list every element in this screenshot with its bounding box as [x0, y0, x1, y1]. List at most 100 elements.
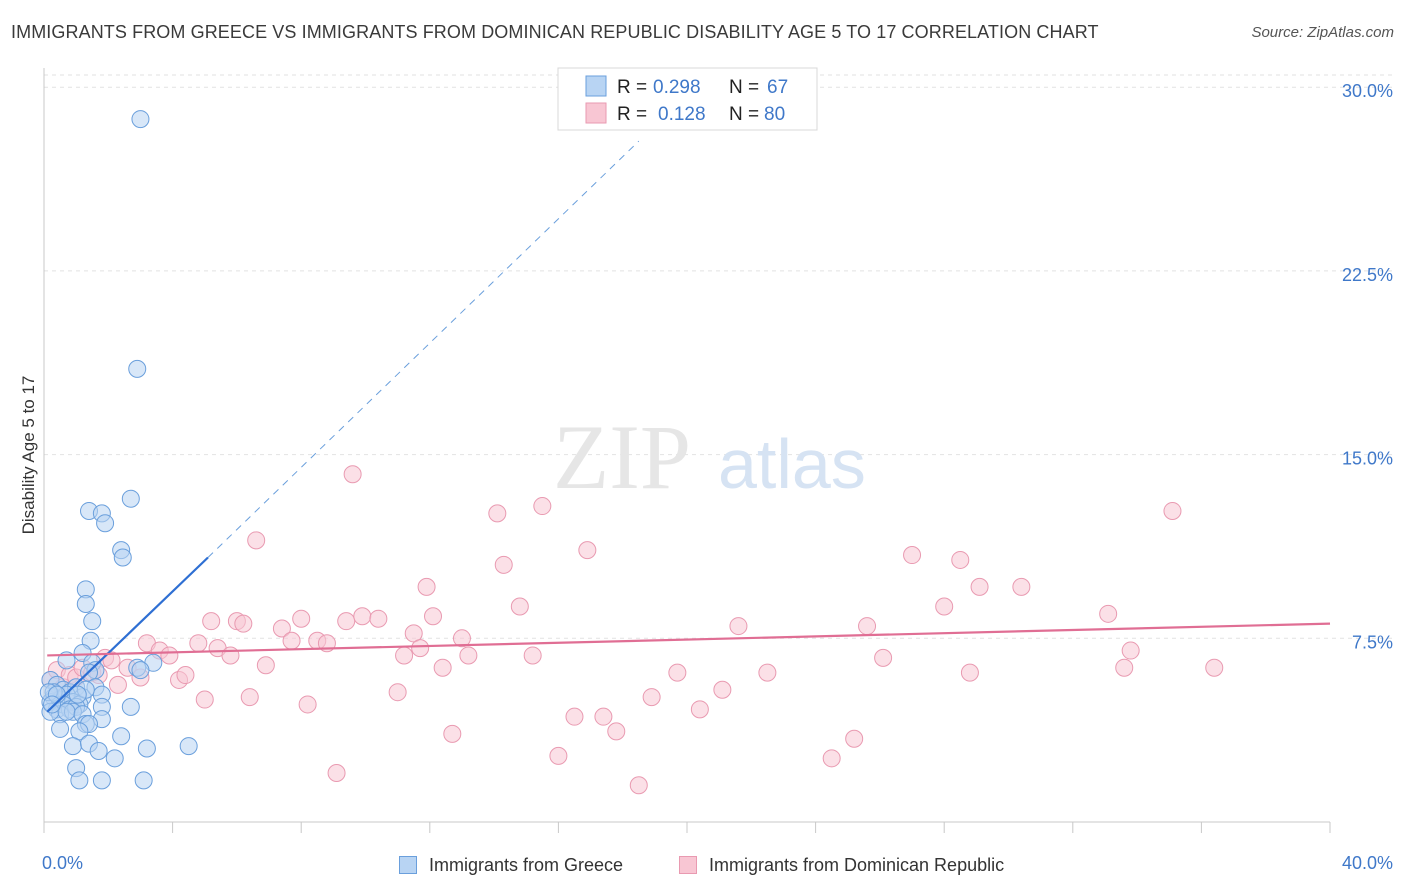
series-dominican-republic-points — [41, 465, 1224, 795]
dr-point-64 — [729, 617, 748, 636]
legend-swatch-dominican-republic — [679, 856, 697, 874]
x-tick-label-max: 40.0% — [1342, 853, 1393, 873]
y-tick-label-3: 30.0% — [1342, 81, 1393, 101]
greece-point-55 — [112, 727, 131, 746]
dr-point-29 — [282, 631, 301, 650]
greece-point-65 — [134, 771, 153, 790]
dr-point-74 — [970, 577, 989, 596]
legend-label-dominican-republic: Immigrants from Dominican Republic — [709, 854, 1005, 875]
greece-point-49 — [121, 697, 140, 716]
stats-legend-n-value-1: 67 — [767, 77, 788, 98]
dr-point-38 — [369, 609, 388, 628]
greece-point-54 — [51, 719, 70, 738]
dr-point-56 — [578, 541, 597, 560]
greece-point-66 — [43, 695, 62, 714]
dr-point-22 — [221, 646, 240, 665]
dr-point-45 — [433, 658, 452, 677]
legend-item-greece[interactable]: Immigrants from Greece — [399, 852, 623, 878]
dr-point-27 — [256, 656, 275, 675]
greece-point-61 — [105, 749, 124, 768]
series-greece-points — [39, 110, 198, 790]
dr-point-28 — [272, 619, 291, 638]
dr-point-30 — [292, 609, 311, 628]
dr-point-72 — [951, 550, 970, 569]
dr-point-54 — [549, 746, 568, 765]
dr-point-76 — [1099, 604, 1118, 623]
source-credit: Source: ZipAtlas.com — [1251, 24, 1394, 41]
greece-point-9 — [76, 595, 95, 614]
greece-point-60 — [89, 741, 108, 760]
watermark-atlas: atlas — [718, 425, 866, 503]
dr-point-26 — [247, 531, 266, 550]
dr-point-79 — [1163, 501, 1182, 520]
dr-point-57 — [594, 707, 613, 726]
dr-point-34 — [327, 764, 346, 783]
dr-point-37 — [353, 607, 372, 626]
dr-point-68 — [858, 617, 877, 636]
dr-point-61 — [668, 663, 687, 682]
chart-title: IMMIGRANTS FROM GREECE VS IMMIGRANTS FRO… — [11, 22, 1099, 42]
dr-point-51 — [510, 597, 529, 616]
dr-point-73 — [960, 663, 979, 682]
dr-point-31 — [298, 695, 317, 714]
watermark: ZIP atlas — [553, 406, 866, 508]
greece-trend-extension — [207, 140, 640, 558]
dr-point-18 — [189, 634, 208, 653]
y-tick-label-2: 22.5% — [1342, 265, 1393, 285]
legend-label-greece: Immigrants from Greece — [429, 854, 624, 875]
dr-point-50 — [494, 555, 513, 574]
greece-point-44 — [68, 685, 87, 704]
dr-point-48 — [459, 646, 478, 665]
dr-point-17 — [176, 666, 195, 685]
dr-trend-line — [47, 622, 1331, 657]
dr-point-69 — [874, 648, 893, 667]
greece-point-63 — [70, 771, 89, 790]
dr-point-20 — [202, 612, 221, 631]
dr-point-24 — [234, 614, 253, 633]
greece-point-56 — [63, 737, 82, 756]
dr-point-15 — [160, 646, 179, 665]
dr-point-59 — [629, 776, 648, 795]
trend-lines — [46, 140, 1331, 713]
greece-point-19 — [131, 661, 150, 680]
dr-point-70 — [903, 546, 922, 565]
dr-point-80 — [1205, 658, 1224, 677]
legend-item-dominican-republic[interactable]: Immigrants from Dominican Republic — [679, 852, 1004, 878]
dr-point-66 — [822, 749, 841, 768]
dr-point-39 — [388, 683, 407, 702]
greece-point-5 — [96, 514, 115, 533]
dr-point-10 — [108, 675, 127, 694]
dr-point-58 — [607, 722, 626, 741]
greece-point-64 — [92, 771, 111, 790]
stats-legend-swatch-dr — [585, 102, 607, 124]
dr-point-65 — [758, 663, 777, 682]
stats-legend-n-value-2: 80 — [764, 104, 785, 125]
dr-point-71 — [935, 597, 954, 616]
x-tick-label-min: 0.0% — [42, 853, 83, 873]
y-tick-label-1: 15.0% — [1342, 449, 1393, 469]
y-tick-labels: 7.5% 15.0% 22.5% 30.0% — [1342, 81, 1393, 652]
dr-point-9 — [102, 651, 121, 670]
greece-point-1 — [128, 359, 147, 378]
dr-point-36 — [343, 465, 362, 484]
stats-legend-r-label-1: R = — [617, 77, 647, 98]
dr-point-35 — [337, 612, 356, 631]
dr-point-52 — [523, 646, 542, 665]
greece-point-2 — [121, 489, 140, 508]
stats-legend-n-label-1: N = — [729, 77, 759, 98]
dr-point-49 — [488, 504, 507, 523]
dr-point-40 — [395, 646, 414, 665]
dr-point-25 — [240, 688, 259, 707]
dr-point-19 — [195, 690, 214, 709]
stats-legend-swatch-greece — [585, 75, 607, 97]
greece-trend-line — [46, 556, 209, 713]
stats-legend-r-value-1: 0.298 — [653, 77, 701, 98]
stats-legend-r-label-2: R = — [617, 104, 647, 125]
dr-point-42 — [411, 639, 430, 658]
legend-swatch-greece — [399, 856, 417, 874]
greece-point-58 — [137, 739, 156, 758]
dr-point-67 — [845, 729, 864, 748]
gridlines — [44, 74, 1393, 639]
dr-point-63 — [713, 680, 732, 699]
